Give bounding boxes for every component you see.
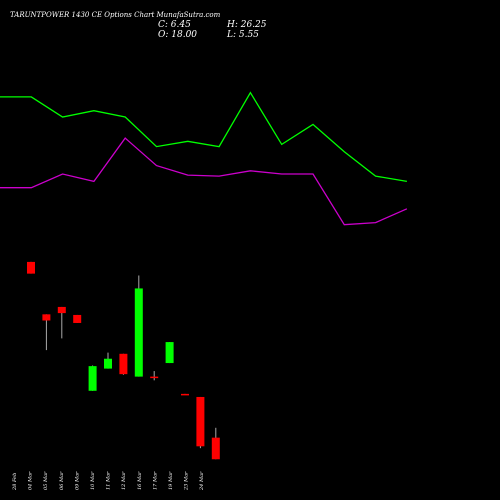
candle-body xyxy=(165,342,174,364)
x-tick-label: 17 Mar xyxy=(152,471,158,490)
high-value: H: 26.25 xyxy=(226,20,267,30)
x-tick-label: 06 Mar xyxy=(59,471,65,490)
candles xyxy=(27,261,220,460)
candle xyxy=(165,342,174,364)
candle xyxy=(150,371,159,381)
candle-body xyxy=(134,288,143,377)
candle xyxy=(27,261,35,274)
candle-body xyxy=(119,353,128,375)
candle-body xyxy=(196,396,205,447)
x-tick-label: 28 Feb xyxy=(12,473,18,491)
candle-body xyxy=(73,314,82,323)
candle-body xyxy=(27,261,35,274)
candle xyxy=(57,306,66,339)
candle-body xyxy=(211,437,220,460)
x-tick-label: 16 Mar xyxy=(137,471,143,490)
candle-body xyxy=(150,376,159,379)
indicator-line-1 xyxy=(0,91,408,183)
candle xyxy=(181,393,189,396)
candle xyxy=(196,396,205,449)
candle-body xyxy=(104,358,112,369)
close-value: C: 6.45 xyxy=(158,20,191,30)
candle-body xyxy=(42,314,51,321)
candle xyxy=(134,275,143,377)
candle xyxy=(42,314,51,351)
x-tick-label: 10 Mar xyxy=(90,471,96,490)
x-axis-tick-labels: 28 Feb 04 Mar 05 Mar 06 Mar 09 Mar 10 Mar 11 M… xyxy=(12,471,205,491)
candle-body xyxy=(181,393,189,396)
candle xyxy=(73,314,82,323)
chart-title: TARUNTPOWER 1430 CE Options Chart Munafa… xyxy=(10,11,221,19)
x-tick-label: 09 Mar xyxy=(74,471,80,490)
x-tick-label: 04 Mar xyxy=(28,471,34,490)
candle-body xyxy=(57,306,66,314)
candle xyxy=(88,365,97,391)
x-tick-label: 24 Mar xyxy=(199,471,205,491)
candle xyxy=(104,352,112,369)
open-value: O: 18.00 xyxy=(158,30,197,40)
x-tick-label: 05 Mar xyxy=(43,471,49,490)
x-tick-label: 19 Mar xyxy=(168,471,174,490)
x-tick-label: 12 Mar xyxy=(121,471,127,490)
candle xyxy=(211,427,220,460)
indicator-lines xyxy=(0,91,408,226)
indicator-line-2 xyxy=(0,137,408,226)
candle xyxy=(119,353,128,375)
low-value: L: 5.55 xyxy=(226,30,259,40)
candle-body xyxy=(88,366,97,391)
x-tick-label: 11 Mar xyxy=(106,471,112,490)
x-tick-label: 23 Mar xyxy=(184,471,190,491)
